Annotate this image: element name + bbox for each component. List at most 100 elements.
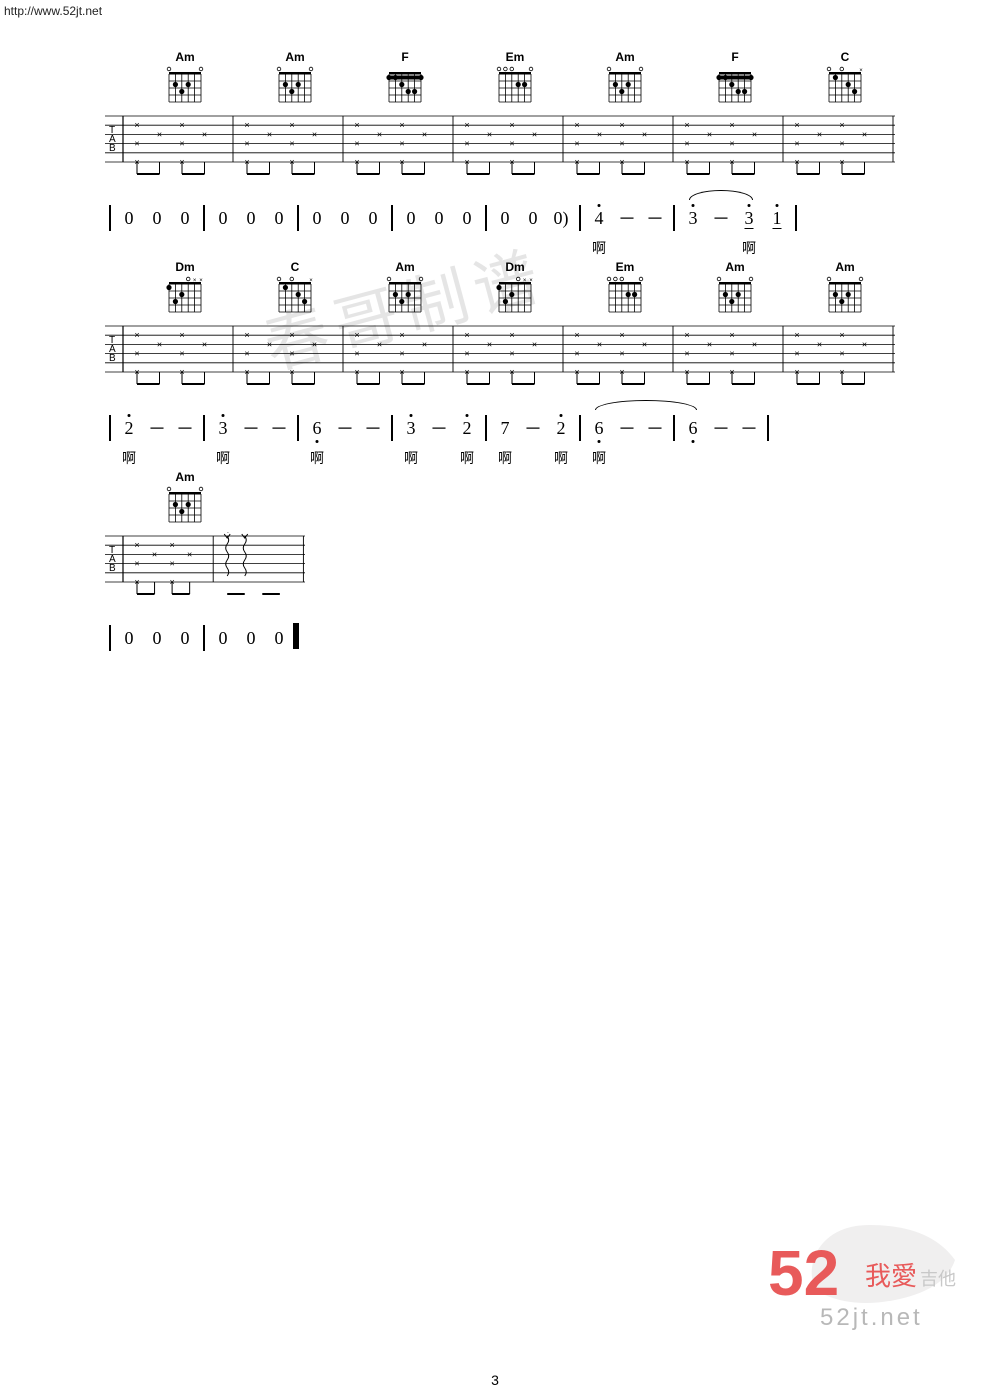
- lyric: 啊: [735, 238, 763, 258]
- svg-text:×: ×: [509, 120, 514, 130]
- jianpu-note: 0: [171, 208, 199, 229]
- svg-text:×: ×: [619, 139, 624, 149]
- chord-name: Am: [615, 50, 634, 64]
- svg-text:×: ×: [377, 129, 382, 139]
- jianpu-note: －: [735, 415, 763, 441]
- jianpu-note: －: [143, 415, 171, 441]
- jianpu-note: －: [359, 415, 387, 441]
- svg-text:×: ×: [399, 349, 404, 359]
- svg-text:×: ×: [794, 349, 799, 359]
- lyric: 啊: [547, 448, 575, 468]
- tie: [595, 400, 697, 410]
- svg-text:×: ×: [134, 559, 139, 569]
- logo-cn1: 我愛: [865, 1262, 917, 1291]
- lyric: [331, 238, 359, 258]
- jianpu-note: 0: [453, 208, 481, 229]
- svg-text:×: ×: [619, 330, 624, 340]
- lyric: [209, 238, 237, 258]
- svg-text:×: ×: [354, 120, 359, 130]
- svg-text:×: ×: [532, 339, 537, 349]
- jianpu-note: 0: [171, 628, 199, 649]
- barline: [673, 205, 675, 231]
- barline: [391, 415, 393, 441]
- lyric: [359, 238, 387, 258]
- chord-Em: Em: [570, 260, 680, 316]
- svg-text:×: ×: [574, 330, 579, 340]
- lyric: [453, 238, 481, 258]
- lyric: [265, 238, 293, 258]
- svg-text:×: ×: [244, 349, 249, 359]
- lyric: [237, 238, 265, 258]
- svg-text:×: ×: [574, 349, 579, 359]
- barline: [109, 205, 111, 231]
- chord-name: F: [731, 50, 738, 64]
- chord-row: Dm×× C× Am Dm×× Em Am Am: [130, 260, 900, 316]
- tab-staff: TAB×××××××××××××××××××××××××××××××××××××…: [105, 322, 900, 392]
- source-url: http://www.52jt.net: [4, 4, 102, 18]
- svg-text:×: ×: [487, 339, 492, 349]
- svg-text:×: ×: [729, 330, 734, 340]
- jianpu-note: 3: [735, 208, 763, 229]
- jianpu-note: 2: [453, 418, 481, 439]
- svg-text:×: ×: [134, 330, 139, 340]
- svg-text:×: ×: [859, 68, 863, 74]
- svg-text:×: ×: [152, 549, 157, 559]
- jianpu-note: 0: [265, 628, 293, 649]
- svg-text:×: ×: [157, 339, 162, 349]
- jianpu-note: 0: [209, 628, 237, 649]
- lyric: [303, 238, 331, 258]
- lyric: 啊: [209, 448, 237, 468]
- svg-text:×: ×: [199, 278, 203, 284]
- tab-staff: TAB××××××××: [105, 532, 325, 602]
- system-3: AmTAB××××××××000000: [105, 470, 325, 658]
- svg-text:×: ×: [399, 120, 404, 130]
- jianpu-note: 6: [679, 418, 707, 439]
- logo-big: 52: [768, 1237, 839, 1309]
- jianpu-note: －: [425, 415, 453, 441]
- lyric: [491, 238, 519, 258]
- svg-text:×: ×: [839, 139, 844, 149]
- chord-Am: Am: [350, 260, 460, 316]
- svg-text:×: ×: [202, 339, 207, 349]
- jianpu-note: －: [707, 205, 735, 231]
- svg-text:×: ×: [642, 339, 647, 349]
- svg-text:×: ×: [729, 120, 734, 130]
- svg-text:×: ×: [752, 339, 757, 349]
- barline: [297, 415, 299, 441]
- svg-text:×: ×: [289, 349, 294, 359]
- svg-text:×: ×: [839, 330, 844, 340]
- lyric: [359, 448, 387, 468]
- svg-text:B: B: [109, 563, 116, 574]
- svg-text:×: ×: [134, 540, 139, 550]
- svg-text:×: ×: [422, 129, 427, 139]
- lyric: [763, 238, 791, 258]
- lyric: [613, 238, 641, 258]
- jianpu-note: 0: [237, 628, 265, 649]
- svg-text:×: ×: [289, 120, 294, 130]
- chord-name: Am: [395, 260, 414, 274]
- svg-text:×: ×: [862, 129, 867, 139]
- jianpu-note: 0: [397, 208, 425, 229]
- svg-text:×: ×: [684, 330, 689, 340]
- svg-text:×: ×: [642, 129, 647, 139]
- svg-text:×: ×: [179, 349, 184, 359]
- svg-text:B: B: [109, 143, 116, 154]
- lyric: [115, 238, 143, 258]
- lyric: [641, 238, 669, 258]
- svg-text:×: ×: [312, 339, 317, 349]
- jianpu-note: －: [641, 205, 669, 231]
- chord-name: C: [841, 50, 850, 64]
- barline: [203, 205, 205, 231]
- barline: [795, 205, 797, 231]
- jianpu-note: 2: [547, 418, 575, 439]
- svg-text:×: ×: [619, 120, 624, 130]
- svg-text:×: ×: [794, 120, 799, 130]
- svg-text:×: ×: [244, 120, 249, 130]
- svg-text:×: ×: [202, 129, 207, 139]
- svg-text:×: ×: [267, 339, 272, 349]
- svg-text:×: ×: [684, 139, 689, 149]
- jianpu-note: 0: [115, 628, 143, 649]
- lyric: [425, 238, 453, 258]
- svg-text:×: ×: [399, 330, 404, 340]
- system-2: Dm×× C× Am Dm×× Em Am AmTAB×××××××××××××…: [105, 260, 900, 468]
